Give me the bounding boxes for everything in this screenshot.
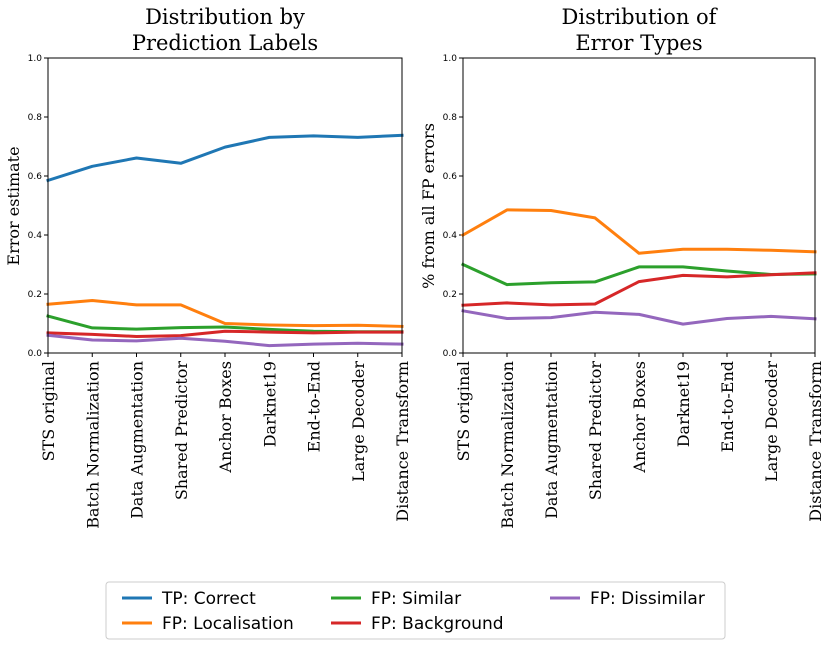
left-x-tick-label: Batch Normalization xyxy=(83,361,102,529)
left-y-tick-label: 0.2 xyxy=(28,290,42,300)
right-x-tick-label: Distance Transform xyxy=(806,361,825,522)
right-x-tick-label: Shared Predictor xyxy=(586,361,605,501)
left-x-tick-label: Anchor Boxes xyxy=(216,361,235,474)
right-y-tick-label: 0.4 xyxy=(443,231,458,241)
left-chart-y-axis-label: Error estimate xyxy=(4,146,23,265)
right-y-tick-label: 0.6 xyxy=(443,172,458,182)
left-series-line-fp-localisation xyxy=(46,299,404,328)
left-x-tick-label: STS original xyxy=(39,361,58,461)
right-chart-y-axis-label: % from all FP errors xyxy=(419,123,438,289)
left-x-tick-label: Darknet19 xyxy=(260,361,279,447)
right-x-tick-label: Anchor Boxes xyxy=(630,361,649,474)
right-chart-panel: Distribution of Error Types % from all F… xyxy=(419,5,825,529)
right-x-tick-label: STS original xyxy=(454,361,473,461)
right-series-line-fp-dissimilar xyxy=(461,309,817,326)
right-series-line-fp-localisation xyxy=(460,208,817,255)
right-series-line-fp-background xyxy=(461,271,817,307)
left-y-tick-label: 1.0 xyxy=(28,54,43,64)
left-x-tick-label: Distance Transform xyxy=(393,361,412,522)
right-x-tick-label: Batch Normalization xyxy=(498,361,517,529)
left-chart-title-line-2: Prediction Labels xyxy=(132,31,318,55)
legend-label: FP: Dissimilar xyxy=(590,589,705,609)
right-plot-frame xyxy=(462,57,816,354)
left-y-tick-label: 0.4 xyxy=(28,231,43,241)
right-x-tick-label: Large Decoder xyxy=(762,361,781,482)
right-x-tick-label: Data Augmentation xyxy=(542,361,561,519)
right-chart-title-line-1: Distribution of xyxy=(562,5,719,29)
legend-label: TP: Correct xyxy=(161,589,256,609)
legend-label: FP: Background xyxy=(371,614,504,634)
left-x-tick-label: End-to-End xyxy=(305,361,324,452)
right-series-line-fp-similar xyxy=(461,262,817,287)
right-y-tick-label: 0.2 xyxy=(443,290,457,300)
right-y-tick-label: 0.0 xyxy=(443,349,458,359)
right-y-tick-label: 1.0 xyxy=(443,54,458,64)
left-x-tick-label: Shared Predictor xyxy=(172,361,191,501)
left-series-line-fp-dissimilar xyxy=(46,333,404,348)
left-series-line-fp-background xyxy=(46,329,404,338)
legend-label: FP: Similar xyxy=(371,589,461,609)
left-plot-frame xyxy=(47,57,403,354)
left-y-tick-label: 0.0 xyxy=(28,349,43,359)
legend-frame xyxy=(105,581,726,640)
right-x-tick-label: End-to-End xyxy=(718,361,737,452)
left-series-line-tp-correct xyxy=(46,133,404,183)
left-y-tick-label: 0.8 xyxy=(28,113,43,123)
legend-label: FP: Localisation xyxy=(162,614,294,634)
right-y-tick-label: 0.8 xyxy=(443,113,458,123)
right-x-tick-label: Darknet19 xyxy=(674,361,693,447)
legend: TP: Correct FP: Localisation FP: Similar FP… xyxy=(105,581,726,640)
right-chart-title-line-2: Error Types xyxy=(575,31,702,55)
left-x-tick-label: Data Augmentation xyxy=(128,361,147,519)
left-chart-title-line-1: Distribution by xyxy=(145,5,305,29)
left-y-tick-label: 0.6 xyxy=(28,172,43,182)
left-x-tick-label: Large Decoder xyxy=(349,361,368,482)
left-chart-panel: Distribution by Prediction Labels Error … xyxy=(4,5,412,529)
